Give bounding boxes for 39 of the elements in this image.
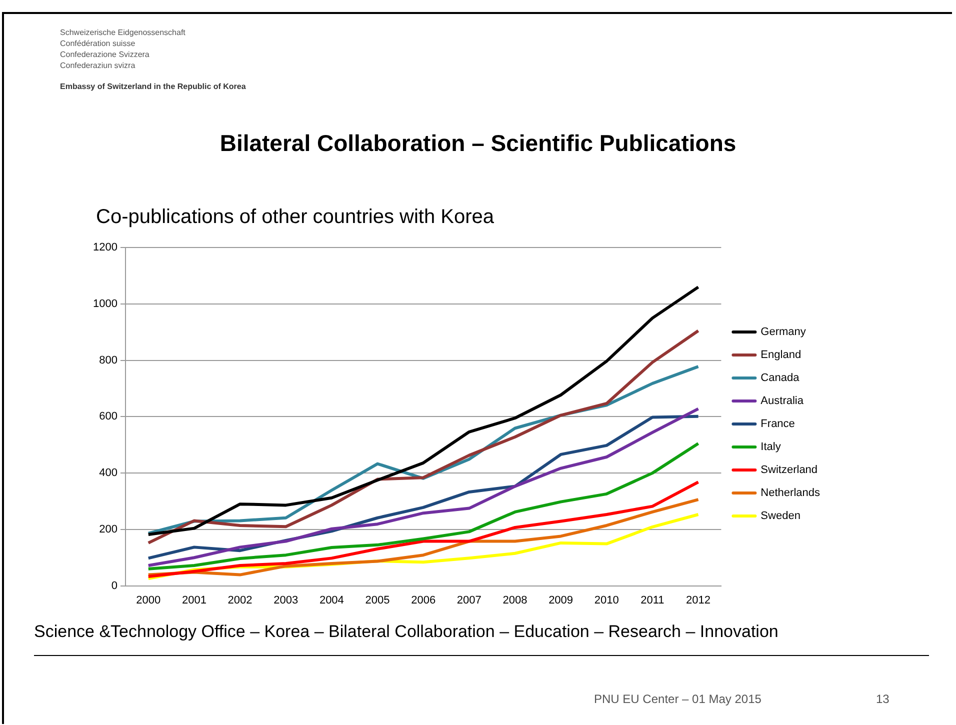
- text: Confederazione Svizzera: [60, 50, 150, 60]
- chart-subtitle: Co-publications of other countries with Korea: [96, 206, 494, 229]
- legend-label: Switzerland: [760, 464, 818, 476]
- y-tick-label: 0: [111, 580, 118, 592]
- text: Embassy of Switzerland in the Republic of Korea: [60, 82, 246, 91]
- text: Confederaziun svizra: [60, 61, 136, 71]
- legend-label: England: [760, 349, 802, 362]
- y-tick-label: 1000: [92, 298, 118, 310]
- legend-label: France: [760, 418, 795, 430]
- x-tick-label: 2007: [456, 594, 482, 606]
- x-tick-label: 2009: [548, 594, 574, 606]
- legend-label: Sweden: [760, 510, 800, 522]
- legend-label: Germany: [760, 326, 806, 338]
- text: Science &Technology Office – Korea – Bilateral Collaboration – Education – Research – Innovation: [34, 622, 778, 642]
- x-tick-label: 2004: [319, 594, 344, 606]
- text: 13: [876, 692, 890, 706]
- legend-label: Italy: [760, 441, 782, 454]
- y-tick-label: 400: [99, 467, 118, 480]
- text: Confédération suisse: [60, 39, 136, 49]
- x-tick-label: 2002: [228, 594, 252, 606]
- text: Schweizerische Eidgenossenschaft: [60, 28, 186, 38]
- y-tick-label: 600: [99, 410, 118, 423]
- y-tick-label: 1200: [92, 242, 118, 254]
- legend-label: Australia: [760, 395, 804, 408]
- x-tick-label: 2000: [136, 594, 161, 606]
- x-tick-label: 2010: [594, 594, 619, 606]
- x-tick-label: 2006: [411, 594, 436, 606]
- x-tick-label: 2011: [640, 594, 664, 606]
- text: PNU EU Center – 01 May 2015: [594, 692, 762, 706]
- legend-label: Canada: [760, 372, 800, 384]
- x-tick-label: 2005: [365, 594, 390, 606]
- x-tick-label: 2008: [502, 594, 528, 606]
- legend-label: Netherlands: [760, 487, 820, 500]
- y-tick-label: 800: [99, 354, 118, 366]
- x-tick-label: 2001: [182, 594, 206, 606]
- chart-title: Bilateral Collaboration – Scientific Publications: [218, 130, 738, 157]
- x-tick-label: 2012: [686, 594, 711, 606]
- x-tick-label: 2003: [274, 594, 298, 606]
- y-tick-label: 200: [99, 523, 118, 536]
